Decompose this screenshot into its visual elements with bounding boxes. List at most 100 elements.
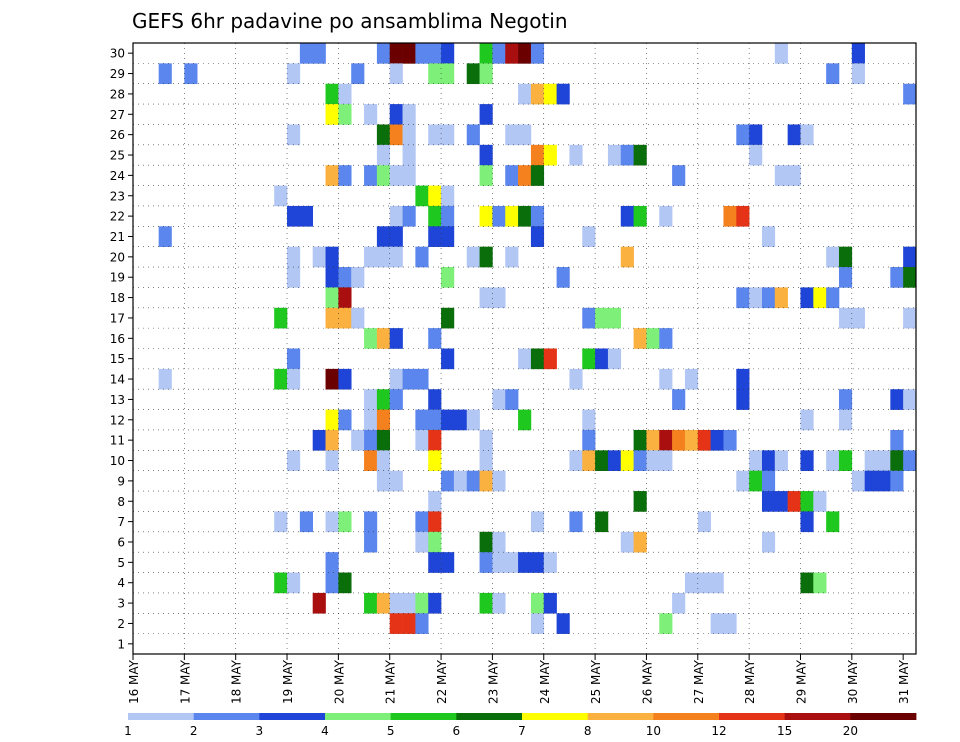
heatmap-cell bbox=[389, 205, 403, 227]
heatmap-cell bbox=[389, 226, 403, 247]
heatmap-cell bbox=[736, 124, 750, 146]
heatmap-cell bbox=[389, 368, 403, 390]
y-tick-label: 14 bbox=[110, 373, 125, 387]
heatmap-cell bbox=[505, 124, 519, 146]
heatmap-cell bbox=[428, 531, 442, 553]
y-tick-label: 6 bbox=[117, 535, 125, 549]
heatmap-cell bbox=[453, 470, 468, 492]
heatmap-cell bbox=[415, 613, 429, 634]
heatmap-cell bbox=[826, 63, 840, 85]
heatmap-cell bbox=[595, 511, 609, 533]
heatmap-cell bbox=[441, 124, 455, 146]
heatmap-cell bbox=[518, 43, 532, 64]
heatmap-cell bbox=[556, 613, 570, 634]
heatmap-cell bbox=[325, 511, 339, 533]
y-tick-label: 1 bbox=[117, 637, 125, 651]
heatmap-cell bbox=[749, 470, 763, 492]
heatmap-cell bbox=[389, 592, 403, 614]
colorbar-swatch bbox=[259, 713, 326, 720]
heatmap-cell bbox=[633, 491, 647, 512]
heatmap-cell bbox=[158, 63, 172, 85]
heatmap-cell bbox=[543, 348, 557, 370]
heatmap-cell bbox=[607, 348, 622, 370]
heatmap-cell bbox=[415, 368, 429, 390]
heatmap-cell bbox=[312, 43, 326, 64]
heatmap-cell bbox=[890, 267, 904, 288]
heatmap-cell bbox=[697, 429, 711, 451]
heatmap-cell bbox=[530, 144, 545, 166]
heatmap-cell bbox=[389, 124, 403, 146]
heatmap-cell bbox=[479, 205, 493, 227]
colorbar-label: 8 bbox=[584, 724, 592, 738]
heatmap-cell bbox=[338, 267, 352, 288]
heatmap-cell bbox=[338, 307, 352, 329]
heatmap-cell bbox=[428, 63, 442, 85]
heatmap-cell bbox=[364, 429, 378, 451]
heatmap-cell bbox=[492, 470, 506, 492]
heatmap-cell bbox=[428, 205, 442, 227]
colorbar-label: 3 bbox=[256, 724, 264, 738]
heatmap-cell bbox=[723, 613, 737, 634]
heatmap-cell bbox=[736, 205, 750, 227]
heatmap-cell bbox=[761, 450, 776, 471]
heatmap-cell bbox=[338, 511, 352, 533]
heatmap-cell bbox=[620, 246, 634, 268]
heatmap-cell bbox=[479, 63, 493, 85]
heatmap-cell bbox=[684, 368, 699, 390]
heatmap-cell bbox=[800, 572, 814, 594]
heatmap-cell bbox=[556, 83, 570, 105]
heatmap-cell bbox=[428, 429, 442, 451]
heatmap-cell bbox=[838, 409, 853, 431]
heatmap-cell bbox=[851, 470, 865, 492]
heatmap-cell bbox=[287, 205, 301, 227]
heatmap-cell bbox=[402, 613, 416, 634]
heatmap-cell bbox=[710, 613, 724, 634]
heatmap-cell bbox=[569, 511, 583, 533]
x-tick-label: 17 MAY bbox=[178, 659, 192, 704]
heatmap-cell bbox=[877, 450, 891, 471]
heatmap-cell bbox=[838, 267, 853, 288]
colorbar-label: 20 bbox=[843, 724, 858, 738]
heatmap-cell bbox=[338, 83, 352, 105]
heatmap-cell bbox=[338, 104, 352, 125]
heatmap-cell bbox=[364, 328, 378, 349]
y-tick-label: 5 bbox=[117, 556, 125, 570]
heatmap-cell bbox=[479, 592, 493, 614]
heatmap-cell bbox=[903, 246, 917, 268]
heatmap-cell bbox=[312, 246, 326, 268]
heatmap-cell bbox=[184, 63, 198, 85]
heatmap-cell bbox=[800, 409, 814, 431]
heatmap-cell bbox=[479, 43, 493, 64]
x-tick-label: 22 MAY bbox=[435, 659, 449, 704]
heatmap-cell bbox=[479, 104, 493, 125]
heatmap-cell bbox=[761, 226, 776, 247]
heatmap-cell bbox=[492, 592, 506, 614]
y-tick-label: 8 bbox=[117, 495, 125, 509]
heatmap-cell bbox=[492, 552, 506, 573]
colorbar-swatch bbox=[784, 713, 851, 720]
heatmap-cell bbox=[518, 348, 532, 370]
heatmap-cell bbox=[492, 389, 506, 410]
heatmap-cell bbox=[274, 572, 288, 594]
y-tick-label: 23 bbox=[110, 189, 125, 203]
plot-frame bbox=[132, 42, 917, 655]
heatmap-cell bbox=[364, 246, 378, 268]
heatmap-cell bbox=[338, 287, 352, 309]
heatmap-cell bbox=[325, 368, 339, 390]
heatmap-cell bbox=[338, 409, 352, 431]
heatmap-cell bbox=[672, 165, 686, 186]
heatmap-cell bbox=[826, 287, 840, 309]
heatmap-cell bbox=[402, 368, 416, 390]
colorbar-label: 2 bbox=[190, 724, 198, 738]
heatmap-cell bbox=[364, 409, 378, 431]
heatmap-cell bbox=[492, 287, 506, 309]
heatmap-cell bbox=[402, 124, 416, 146]
heatmap-cell bbox=[364, 389, 378, 410]
heatmap-cell bbox=[826, 246, 840, 268]
y-tick-label: 18 bbox=[110, 291, 125, 305]
heatmap-cell bbox=[530, 205, 545, 227]
heatmap-cell bbox=[582, 450, 596, 471]
heatmap-cell bbox=[582, 409, 596, 431]
heatmap-cell bbox=[774, 43, 788, 64]
heatmap-cell bbox=[582, 429, 596, 451]
